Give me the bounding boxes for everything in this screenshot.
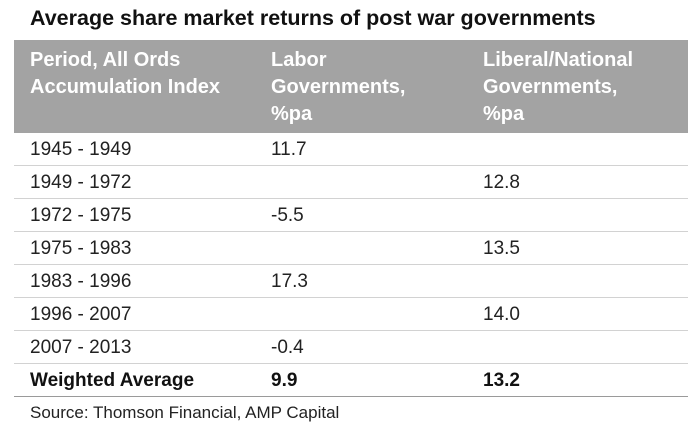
liberal-cell: 14.0	[483, 304, 520, 325]
labor-cell: -5.5	[271, 205, 304, 226]
table-row: 2007 - 2013 -0.4	[14, 331, 688, 364]
labor-cell: 11.7	[271, 139, 307, 160]
period-cell: 1972 - 1975	[30, 205, 132, 226]
weighted-average-row: Weighted Average 9.9 13.2	[14, 364, 688, 397]
liberal-cell: 13.5	[483, 238, 520, 259]
table-row: 1949 - 1972 12.8	[14, 166, 688, 199]
liberal-cell: 12.8	[483, 172, 520, 193]
labor-cell: 17.3	[271, 271, 308, 292]
table-row: 1975 - 1983 13.5	[14, 232, 688, 265]
labor-cell: -0.4	[271, 337, 304, 358]
header-labor: Labor Governments, %pa	[271, 49, 406, 125]
period-cell: 1983 - 1996	[30, 271, 132, 292]
table-row: 1996 - 2007 14.0	[14, 298, 688, 331]
table-header: Period, All Ords Accumulation Index Labo…	[14, 40, 688, 133]
liberal-average: 13.2	[483, 370, 520, 391]
table-row: 1983 - 1996 17.3	[14, 265, 688, 298]
table-row: 1972 - 1975 -5.5	[14, 199, 688, 232]
returns-table: Period, All Ords Accumulation Index Labo…	[14, 40, 688, 397]
page-title: Average share market returns of post war…	[30, 6, 596, 30]
period-cell: 1945 - 1949	[30, 139, 132, 160]
period-cell: 1975 - 1983	[30, 238, 132, 259]
labor-average: 9.9	[271, 370, 298, 391]
summary-label: Weighted Average	[30, 370, 195, 391]
header-period: Period, All Ords Accumulation Index	[30, 49, 221, 98]
period-cell: 1949 - 1972	[30, 172, 132, 193]
header-liberal-national: Liberal/National Governments, %pa	[483, 49, 634, 125]
table-row: 1945 - 1949 11.7	[14, 133, 688, 166]
source-note: Source: Thomson Financial, AMP Capital	[30, 403, 340, 422]
period-cell: 2007 - 2013	[30, 337, 132, 358]
period-cell: 1996 - 2007	[30, 304, 132, 325]
